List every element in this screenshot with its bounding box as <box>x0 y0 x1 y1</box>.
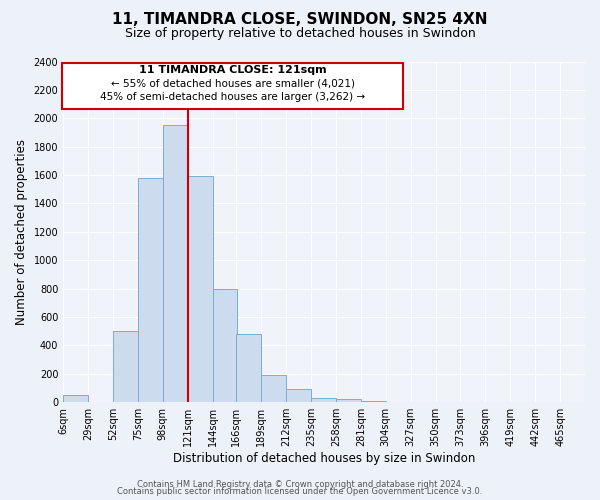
Bar <box>188 176 212 402</box>
Text: 11 TIMANDRA CLOSE: 121sqm: 11 TIMANDRA CLOSE: 121sqm <box>139 66 326 76</box>
Bar <box>236 334 261 402</box>
Bar <box>336 400 361 402</box>
Bar <box>113 331 138 402</box>
Text: 11, TIMANDRA CLOSE, SWINDON, SN25 4XN: 11, TIMANDRA CLOSE, SWINDON, SN25 4XN <box>112 12 488 28</box>
Y-axis label: Number of detached properties: Number of detached properties <box>15 139 28 325</box>
FancyBboxPatch shape <box>62 63 403 109</box>
Bar <box>261 375 286 402</box>
X-axis label: Distribution of detached houses by size in Swindon: Distribution of detached houses by size … <box>173 452 475 465</box>
Bar <box>163 126 188 402</box>
Text: Size of property relative to detached houses in Swindon: Size of property relative to detached ho… <box>125 28 475 40</box>
Text: Contains HM Land Registry data © Crown copyright and database right 2024.: Contains HM Land Registry data © Crown c… <box>137 480 463 489</box>
Bar <box>311 398 336 402</box>
Bar <box>286 390 311 402</box>
Bar <box>63 395 88 402</box>
Text: Contains public sector information licensed under the Open Government Licence v3: Contains public sector information licen… <box>118 488 482 496</box>
Text: 45% of semi-detached houses are larger (3,262) →: 45% of semi-detached houses are larger (… <box>100 92 365 102</box>
Bar <box>212 288 238 402</box>
Text: ← 55% of detached houses are smaller (4,021): ← 55% of detached houses are smaller (4,… <box>110 78 355 88</box>
Bar <box>138 178 163 402</box>
